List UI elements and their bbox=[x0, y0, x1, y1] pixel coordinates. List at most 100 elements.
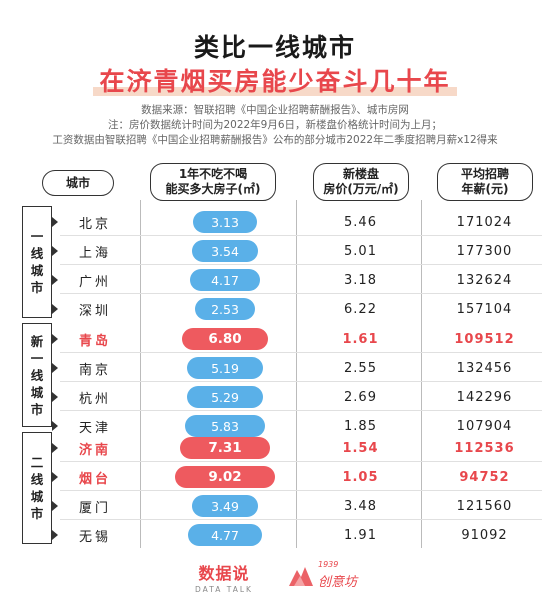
area-pill: 5.83 bbox=[184, 415, 266, 437]
row-separator bbox=[60, 381, 542, 382]
price-cell: 1.05 bbox=[342, 469, 379, 485]
row-pointer-icon bbox=[52, 442, 58, 453]
source-line-3: 工资数据由智联招聘《中国企业招聘薪酬报告》公布的部分城市2022年二季度招聘月薪… bbox=[52, 134, 498, 146]
salary-cell: 171024 bbox=[456, 214, 513, 230]
row-pointer-icon bbox=[52, 420, 58, 431]
row-separator bbox=[60, 410, 542, 411]
group-tier1-char: 城 bbox=[30, 263, 44, 278]
city-cell: 厦门 bbox=[78, 500, 111, 516]
salary-cell: 109512 bbox=[454, 331, 515, 347]
header-area-line1: 1年不吃不喝 bbox=[178, 167, 248, 181]
row-pointer-icon bbox=[52, 245, 58, 256]
group-new-tier1-char: 市 bbox=[30, 401, 44, 417]
chuangyi-logo-year: 1939 bbox=[318, 560, 339, 569]
datatalk-logo-sub: DATA TALK bbox=[195, 585, 253, 594]
price-cell: 1.54 bbox=[342, 440, 379, 456]
city-cell: 烟台 bbox=[78, 471, 111, 487]
chuangyi-logo: 1939 创意坊 bbox=[288, 560, 368, 594]
row-pointer-icon bbox=[52, 333, 58, 344]
area-pill: 3.54 bbox=[192, 240, 258, 262]
salary-cell: 157104 bbox=[456, 301, 513, 317]
group-new-tier1: 新 一 线 城 市 bbox=[22, 323, 58, 431]
row-separator bbox=[60, 461, 542, 462]
price-cell: 3.48 bbox=[344, 498, 377, 514]
group-tier2: 二 线 城 市 bbox=[22, 432, 58, 544]
row-pointer-icon bbox=[52, 274, 58, 285]
price-cell: 2.69 bbox=[344, 389, 377, 405]
city-cell: 济南 bbox=[78, 442, 111, 458]
city-cell: 杭州 bbox=[78, 391, 111, 407]
city-cell: 青岛 bbox=[78, 333, 111, 349]
salary-cell: 132456 bbox=[456, 360, 513, 376]
chart-subtitle: 在济青烟买房能少奋斗几十年 bbox=[93, 62, 457, 98]
source-line-1: 数据来源：智联招聘《中国企业招聘薪酬报告》、城市房网 bbox=[141, 104, 409, 116]
price-cell: 2.55 bbox=[344, 360, 377, 376]
row-pointer-icon bbox=[52, 471, 58, 482]
row-pointer-icon bbox=[52, 362, 58, 373]
header-salary: 平均招聘 年薪(元) bbox=[437, 163, 533, 201]
city-cell: 南京 bbox=[78, 362, 111, 378]
group-tier2-char: 线 bbox=[30, 472, 44, 487]
price-cell: 1.61 bbox=[342, 331, 379, 347]
source-line-2: 注：房价数据统计时间为2022年9月6日，新楼盘价格统计时间为上月； bbox=[107, 119, 443, 131]
price-cell: 5.46 bbox=[344, 214, 377, 230]
price-cell: 3.18 bbox=[344, 272, 377, 288]
salary-cell: 142296 bbox=[456, 389, 513, 405]
chart-title: 类比一线城市 bbox=[193, 33, 356, 62]
group-tier2-char: 城 bbox=[30, 489, 44, 504]
group-new-tier1-char: 城 bbox=[30, 384, 44, 400]
group-tier1-char: 市 bbox=[30, 280, 44, 295]
group-tier2-char: 市 bbox=[30, 506, 44, 521]
row-separator bbox=[60, 490, 542, 491]
row-separator bbox=[60, 293, 542, 294]
area-pill: 3.13 bbox=[193, 211, 257, 233]
area-pill: 7.31 bbox=[180, 437, 270, 459]
salary-cell: 112536 bbox=[454, 440, 515, 456]
group-tier2-char: 二 bbox=[30, 455, 44, 470]
column-separator bbox=[296, 200, 297, 548]
chart-subtitle-wrap: 在济青烟买房能少奋斗几十年 bbox=[0, 62, 550, 98]
salary-cell: 132624 bbox=[456, 272, 513, 288]
salary-cell: 107904 bbox=[456, 418, 513, 434]
mountain-icon bbox=[289, 567, 313, 586]
header-salary-line2: 年薪(元) bbox=[461, 182, 509, 196]
column-separator bbox=[421, 200, 422, 548]
group-tier1-char: 一 bbox=[30, 229, 44, 244]
header-city-label: 城市 bbox=[65, 175, 90, 190]
city-cell: 深圳 bbox=[78, 303, 111, 319]
price-cell: 5.01 bbox=[344, 243, 377, 259]
area-pill: 6.80 bbox=[181, 328, 269, 350]
datatalk-logo: 数据说 DATA TALK bbox=[188, 560, 260, 594]
salary-cell: 91092 bbox=[461, 527, 508, 543]
city-cell: 广州 bbox=[78, 274, 111, 290]
city-cell: 天津 bbox=[78, 420, 111, 436]
header-price-line1: 新楼盘 bbox=[342, 167, 379, 181]
city-cell: 无锡 bbox=[78, 529, 111, 545]
header-city: 城市 bbox=[42, 170, 114, 196]
header-salary-line1: 平均招聘 bbox=[460, 167, 509, 181]
chuangyi-logo-name: 创意坊 bbox=[318, 575, 358, 590]
row-separator bbox=[60, 235, 542, 236]
header-price-line2: 房价(万元/㎡) bbox=[323, 182, 399, 196]
price-cell: 1.91 bbox=[344, 527, 377, 543]
area-pill: 2.53 bbox=[195, 298, 255, 320]
price-cell: 1.85 bbox=[344, 418, 377, 434]
area-pill: 3.49 bbox=[192, 495, 258, 517]
area-pill: 4.17 bbox=[190, 269, 260, 291]
group-tier1-char: 线 bbox=[30, 246, 44, 261]
area-pill: 5.19 bbox=[186, 357, 264, 379]
row-pointer-icon bbox=[52, 303, 58, 314]
row-pointer-icon bbox=[52, 391, 58, 402]
row-separator bbox=[60, 352, 542, 353]
row-pointer-icon bbox=[52, 529, 58, 540]
column-separator bbox=[140, 200, 141, 548]
header-area: 1年不吃不喝 能买多大房子(㎡) bbox=[150, 163, 276, 201]
city-cell: 上海 bbox=[78, 245, 111, 261]
area-pill: 5.29 bbox=[186, 386, 264, 408]
row-pointer-icon bbox=[52, 216, 58, 227]
row-separator bbox=[60, 519, 542, 520]
row-separator bbox=[60, 264, 542, 265]
header-area-line2: 能买多大房子(㎡) bbox=[165, 182, 261, 196]
salary-cell: 177300 bbox=[456, 243, 513, 259]
area-pill: 4.77 bbox=[188, 524, 262, 546]
